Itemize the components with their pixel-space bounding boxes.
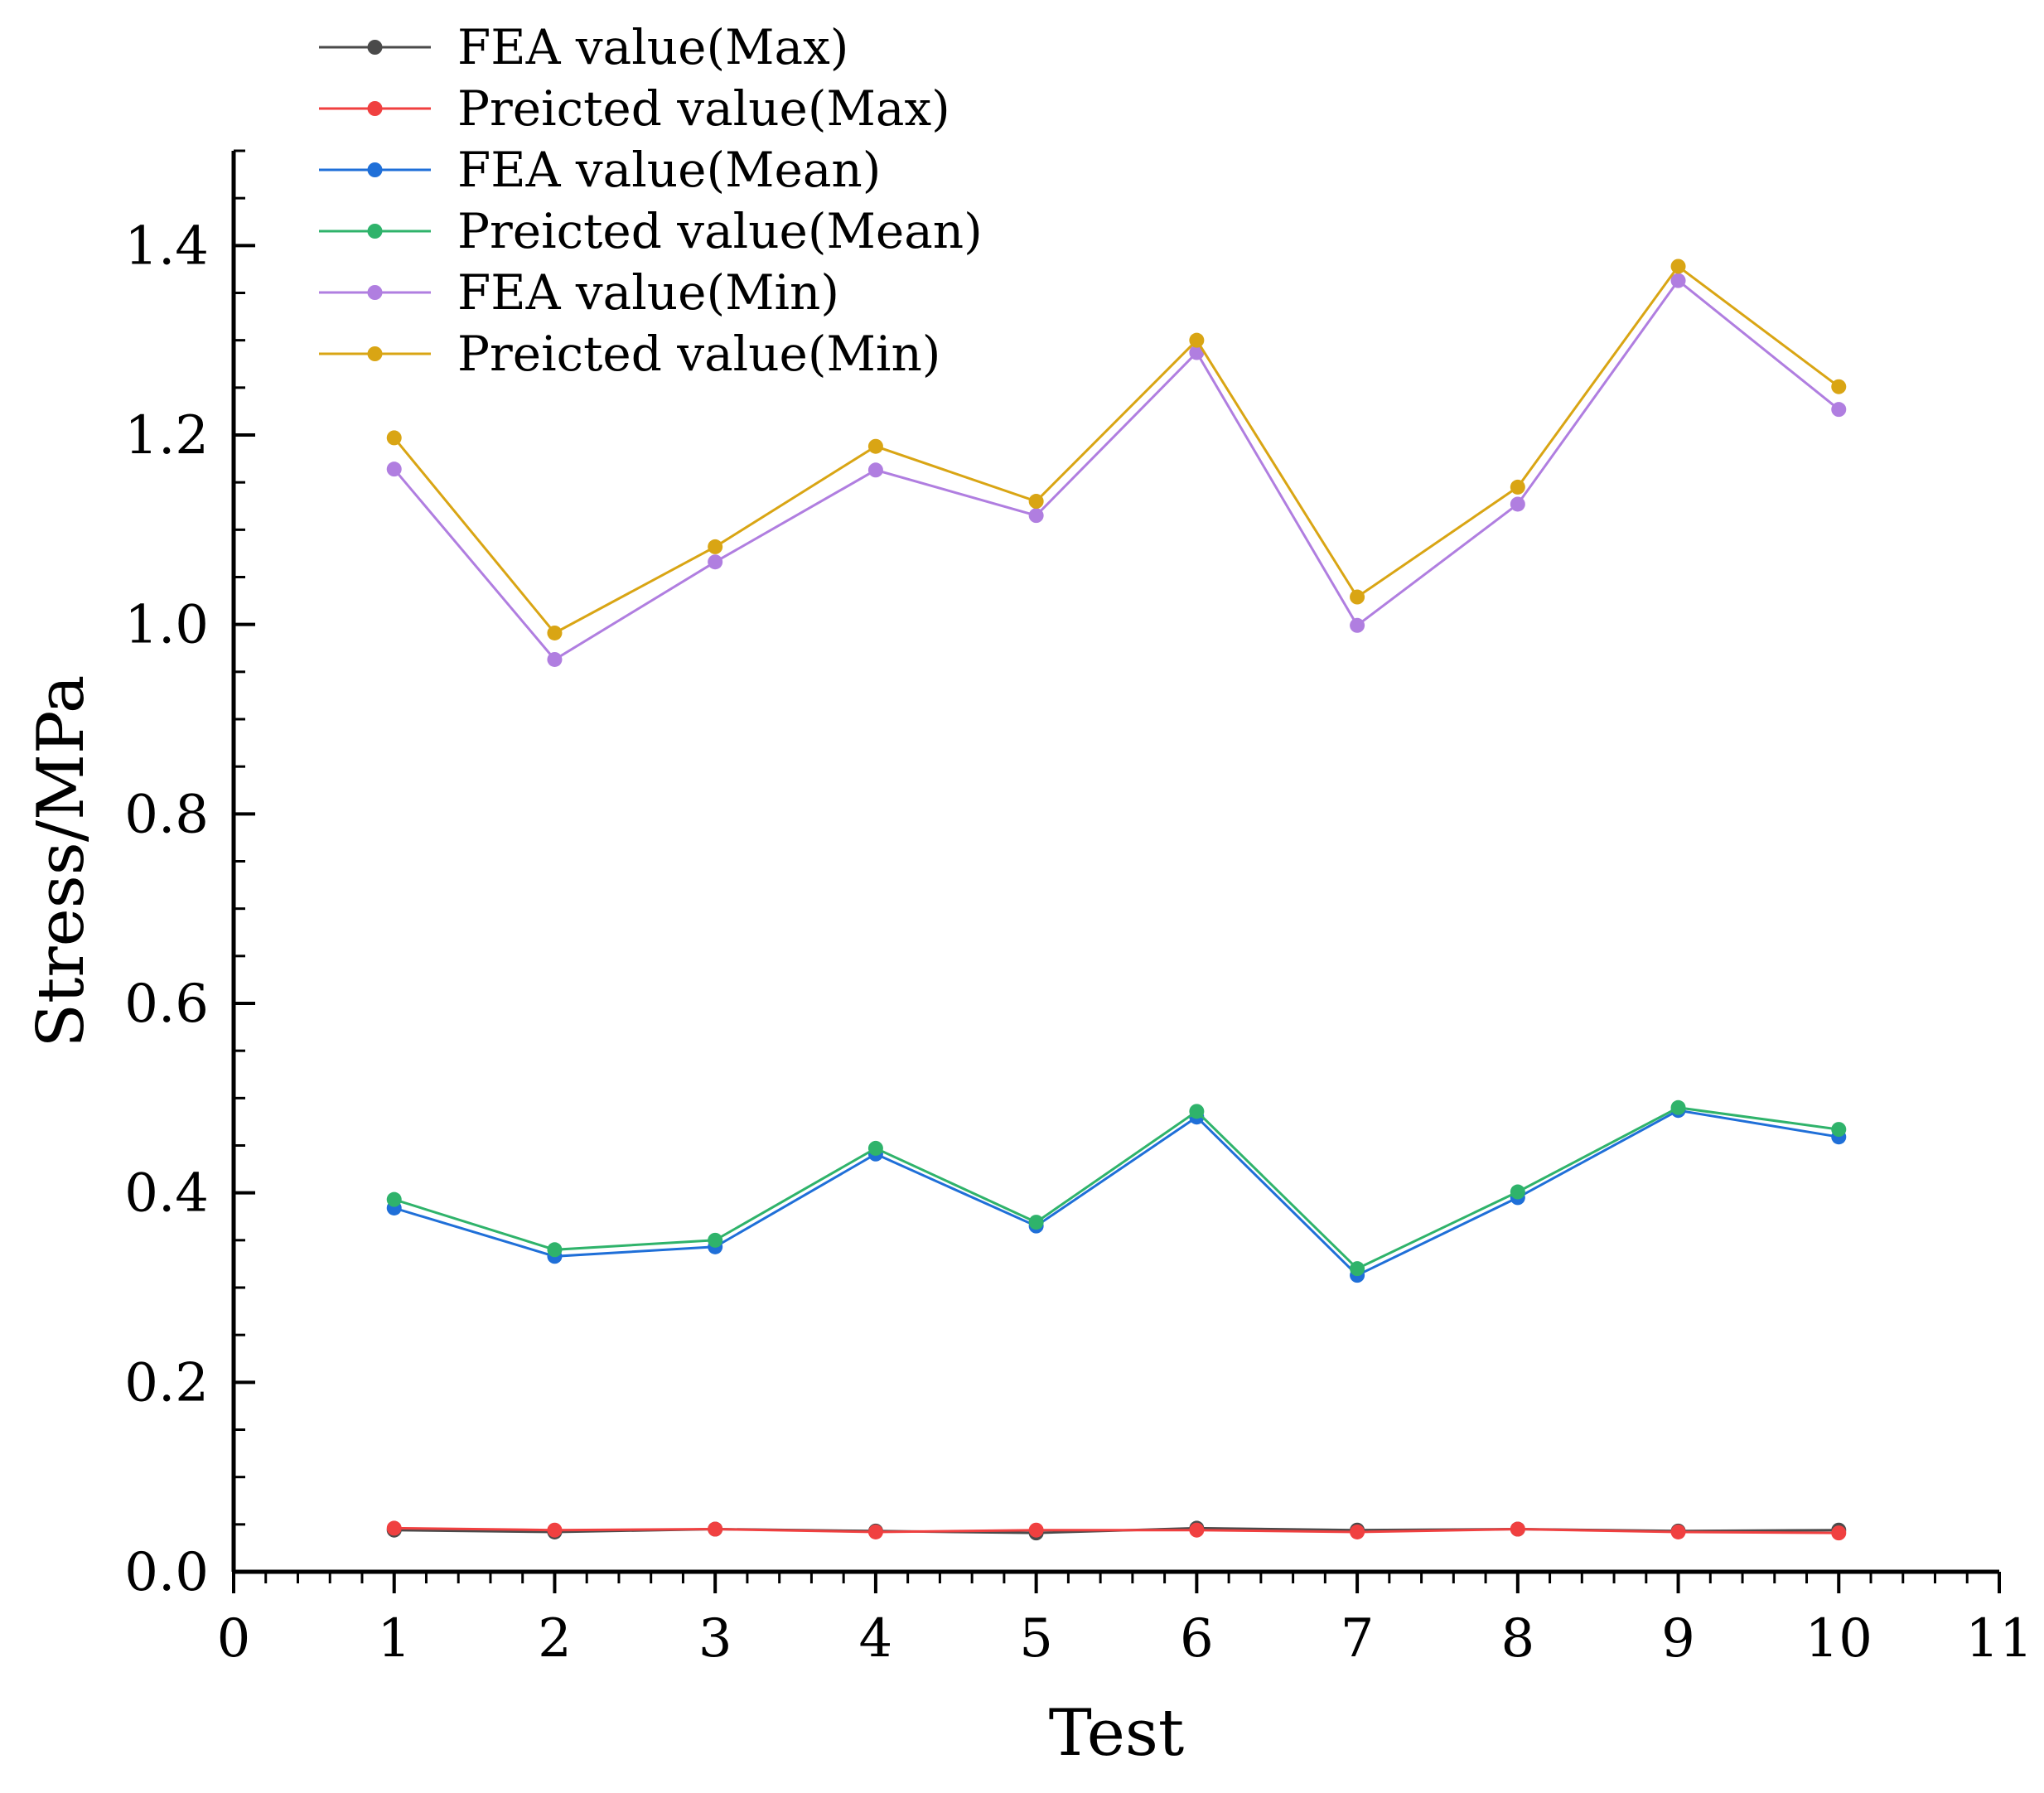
data-point	[547, 1242, 563, 1258]
x-tick-label: 5	[1019, 1608, 1053, 1670]
axes: 0 1 2 3 4 5 6 7 8 9 10 11 0.0 0.2 0.4 0.6 0.8 1.0 1.2 1.4	[124, 149, 2033, 1670]
data-point	[386, 462, 402, 477]
legend: FEA value(Max)Preicted value(Max)FEA val…	[319, 19, 983, 382]
y-tick-label: 1.4	[124, 215, 209, 277]
x-tick-label: 8	[1500, 1608, 1534, 1670]
y-axis-title: Stress/MPa	[24, 675, 99, 1048]
data-point	[1510, 496, 1525, 512]
data-point	[1350, 1524, 1365, 1539]
y-tick-label: 1.0	[124, 595, 209, 656]
series-1	[386, 1520, 1847, 1541]
x-axis-title: Test	[1049, 1696, 1185, 1771]
x-tick-label: 7	[1341, 1608, 1375, 1670]
data-point	[386, 1191, 402, 1207]
series-line	[394, 1109, 1839, 1277]
data-point	[1510, 1521, 1525, 1537]
y-tick-label: 0.8	[124, 784, 209, 845]
series-2	[386, 1103, 1847, 1283]
data-point	[708, 1521, 723, 1537]
data-point	[1831, 1525, 1847, 1541]
legend-item: FEA value(Mean)	[319, 142, 881, 198]
legend-label: FEA value(Mean)	[457, 142, 881, 198]
legend-label: Preicted value(Mean)	[457, 203, 983, 259]
x-tick-label: 0	[217, 1608, 251, 1670]
data-point	[1831, 402, 1847, 418]
data-point	[547, 651, 563, 667]
y-tick-label: 0.2	[124, 1352, 209, 1414]
series-line	[394, 1526, 1839, 1534]
y-tick-label: 0.6	[124, 974, 209, 1035]
x-tick-label: 10	[1805, 1608, 1872, 1670]
data-point	[1189, 1104, 1205, 1119]
data-point	[1670, 1099, 1686, 1115]
x-tick-label: 3	[698, 1608, 732, 1670]
data-point	[1350, 1261, 1365, 1277]
legend-marker	[367, 224, 383, 239]
data-point	[1670, 259, 1686, 274]
series-line	[393, 264, 1840, 635]
legend-marker	[367, 346, 383, 361]
legend-marker	[367, 101, 383, 116]
x-tick-label: 4	[859, 1608, 893, 1670]
data-point	[867, 438, 883, 454]
data-point	[1670, 1524, 1686, 1539]
data-point	[1670, 273, 1686, 288]
data-point	[1028, 508, 1044, 524]
series-3	[386, 1099, 1847, 1277]
legend-item: FEA value(Max)	[319, 19, 848, 75]
data-point	[1831, 379, 1847, 394]
data-point	[1831, 1122, 1847, 1138]
legend-label: Preicted value(Min)	[457, 326, 940, 382]
data-point	[708, 1232, 723, 1248]
x-tick-label: 11	[1965, 1608, 2032, 1670]
data-point	[867, 1140, 883, 1156]
data-point	[547, 625, 563, 640]
legend-label: FEA value(Min)	[457, 264, 839, 321]
data-point	[1028, 494, 1044, 510]
data-point	[1028, 1522, 1044, 1538]
x-tick-label: 6	[1180, 1608, 1214, 1670]
data-point	[867, 1524, 883, 1539]
data-point	[386, 1520, 402, 1536]
x-tick-label: 2	[538, 1608, 572, 1670]
data-point	[708, 554, 723, 570]
data-point	[867, 462, 883, 478]
legend-label: FEA value(Max)	[457, 19, 848, 75]
series-5	[386, 259, 1847, 640]
y-tick-label: 0.0	[124, 1542, 209, 1603]
legend-item: FEA value(Min)	[319, 264, 839, 321]
data-point	[1510, 479, 1525, 495]
y-tick-label: 1.2	[124, 405, 209, 466]
data-point	[386, 430, 402, 446]
y-tick-label: 0.4	[124, 1163, 209, 1225]
data-point	[1510, 1184, 1525, 1200]
legend-label: Preicted value(Max)	[457, 80, 950, 137]
legend-marker	[367, 162, 383, 177]
series-line	[393, 278, 1840, 661]
series-4	[386, 273, 1847, 667]
x-tick-label: 1	[377, 1608, 411, 1670]
data-point	[1350, 617, 1365, 633]
series-line	[394, 1106, 1839, 1270]
data-point	[1189, 1522, 1205, 1538]
data-point	[1189, 332, 1205, 348]
legend-item: Preicted value(Max)	[319, 80, 950, 137]
legend-item: Preicted value(Mean)	[319, 203, 983, 259]
legend-item: Preicted value(Min)	[319, 326, 940, 382]
legend-marker	[367, 40, 383, 55]
data-point	[1189, 345, 1205, 360]
data-point	[547, 1522, 563, 1538]
series-group	[386, 259, 1847, 1541]
legend-marker	[367, 285, 383, 300]
data-point	[1028, 1215, 1044, 1230]
data-point	[1350, 589, 1365, 605]
data-point	[708, 539, 723, 554]
x-tick-label: 9	[1661, 1608, 1695, 1670]
